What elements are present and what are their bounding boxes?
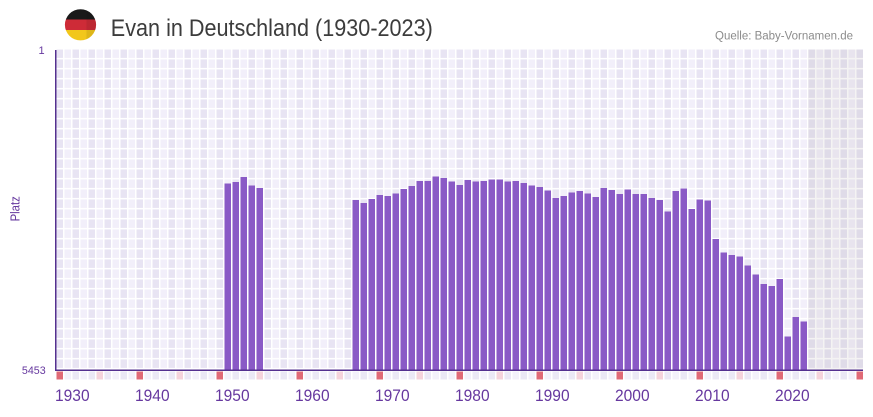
svg-text:1950: 1950 <box>215 387 250 405</box>
svg-text:1990: 1990 <box>535 387 570 405</box>
svg-text:2010: 2010 <box>695 387 730 405</box>
svg-text:2020: 2020 <box>775 387 810 405</box>
svg-text:1: 1 <box>38 45 44 57</box>
svg-text:1970: 1970 <box>375 387 410 405</box>
svg-text:5453: 5453 <box>22 365 46 377</box>
svg-text:1940: 1940 <box>135 387 170 405</box>
svg-text:2000: 2000 <box>615 387 650 405</box>
svg-text:Evan in Deutschland (1930-2023: Evan in Deutschland (1930-2023) <box>111 15 433 42</box>
svg-text:Platz: Platz <box>8 196 22 221</box>
svg-text:1930: 1930 <box>55 387 90 405</box>
svg-text:1980: 1980 <box>455 387 490 405</box>
svg-text:Quelle: Baby-Vornamen.de: Quelle: Baby-Vornamen.de <box>715 30 853 42</box>
svg-text:1960: 1960 <box>295 387 330 405</box>
